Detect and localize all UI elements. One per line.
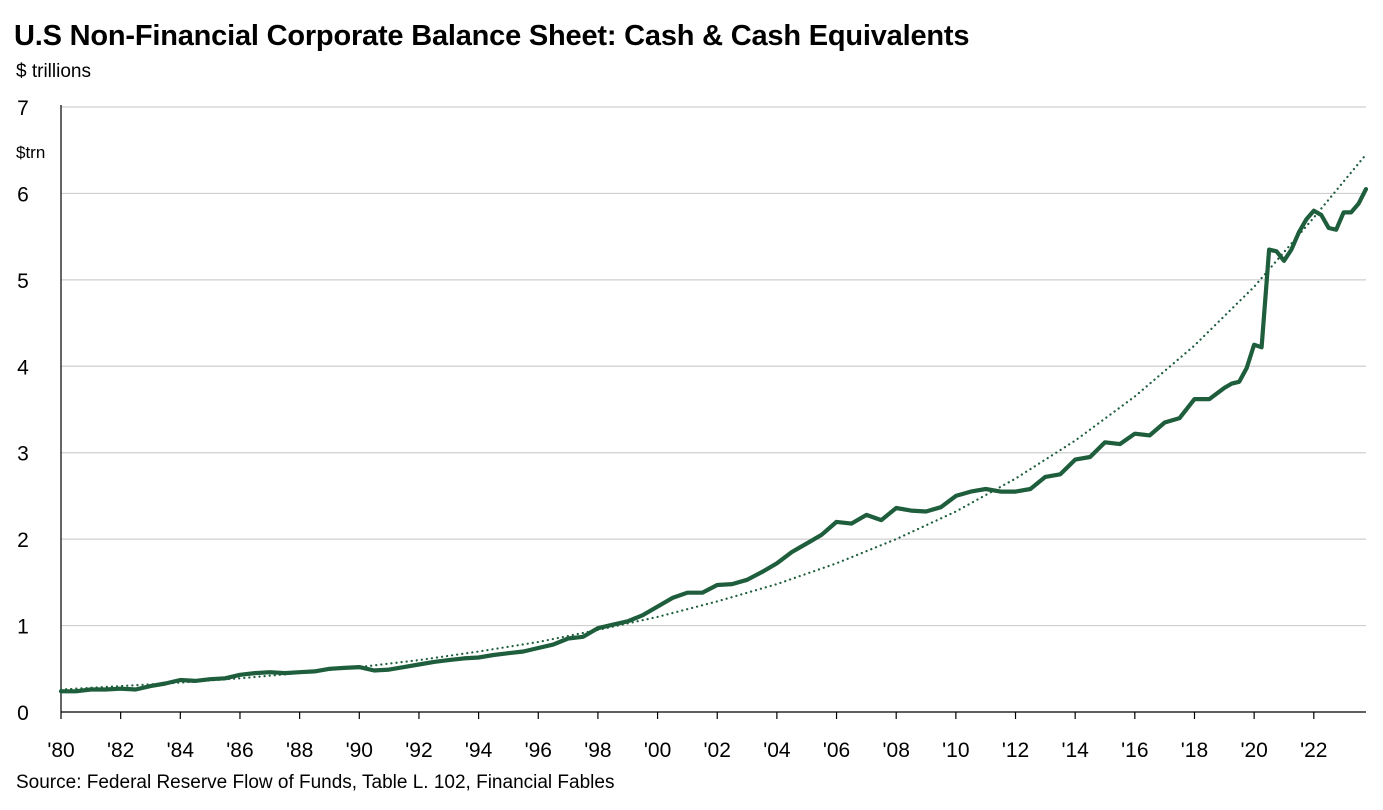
- cash-series-line: [58, 187, 1369, 694]
- x-tick-label-84: '84: [167, 739, 195, 762]
- x-tick-label-04: '04: [763, 739, 791, 762]
- y-tick-label-1: 1: [17, 616, 29, 639]
- y-tick-label-6: 6: [17, 183, 29, 206]
- tick-labels: 0 1 2 3 4 5 6 7 $trn '80 '82 '84 '86 '88 '90 '92 '94 '96 '…: [16, 97, 1327, 762]
- y-tick-label-0: 0: [17, 702, 29, 725]
- x-tick-label-06: '06: [823, 739, 850, 762]
- y-tick-label-2: 2: [17, 529, 29, 552]
- x-tick-label-96: '96: [525, 739, 552, 762]
- source-note: Source: Federal Reserve Flow of Funds, T…: [16, 772, 615, 793]
- x-tick-label-94: '94: [465, 739, 493, 762]
- y-tick-label-5: 5: [17, 270, 29, 293]
- x-tick-label-10: '10: [942, 739, 969, 762]
- x-tick-label-16: '16: [1121, 739, 1148, 762]
- chart-title: U.S Non-Financial Corporate Balance Shee…: [14, 20, 970, 52]
- y-tick-label-4: 4: [17, 356, 29, 379]
- x-tick-label-08: '08: [883, 739, 910, 762]
- x-tick-label-80: '80: [47, 739, 74, 762]
- x-tick-label-22: '22: [1300, 739, 1327, 762]
- y-tick-label-3: 3: [17, 443, 29, 466]
- x-tick-label-20: '20: [1240, 739, 1267, 762]
- gridlines: [61, 106, 1366, 627]
- y-tick-label-7: 7: [17, 97, 29, 120]
- x-tick-label-90: '90: [346, 739, 373, 762]
- x-tick-label-14: '14: [1061, 739, 1089, 762]
- x-tick-label-88: '88: [286, 739, 313, 762]
- chart-subtitle: $ trillions: [16, 61, 91, 82]
- x-tick-label-98: '98: [584, 739, 611, 762]
- x-tick-label-18: '18: [1181, 739, 1208, 762]
- x-tick-label-12: '12: [1002, 739, 1029, 762]
- series: [58, 153, 1369, 694]
- y-unit-label: $trn: [16, 143, 45, 162]
- x-tick-label-02: '02: [704, 739, 731, 762]
- trend-line: [59, 153, 1368, 691]
- x-tick-label-92: '92: [405, 739, 432, 762]
- x-tick-label-86: '86: [226, 739, 253, 762]
- x-tick-label-00: '00: [644, 739, 671, 762]
- x-tick-label-82: '82: [107, 739, 134, 762]
- axes: [60, 105, 1366, 719]
